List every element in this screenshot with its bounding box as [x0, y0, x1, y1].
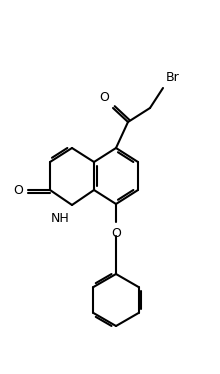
- Text: O: O: [111, 227, 121, 240]
- Text: O: O: [13, 184, 23, 196]
- Text: O: O: [99, 91, 109, 104]
- Text: NH: NH: [50, 212, 69, 225]
- Text: Br: Br: [166, 71, 180, 84]
